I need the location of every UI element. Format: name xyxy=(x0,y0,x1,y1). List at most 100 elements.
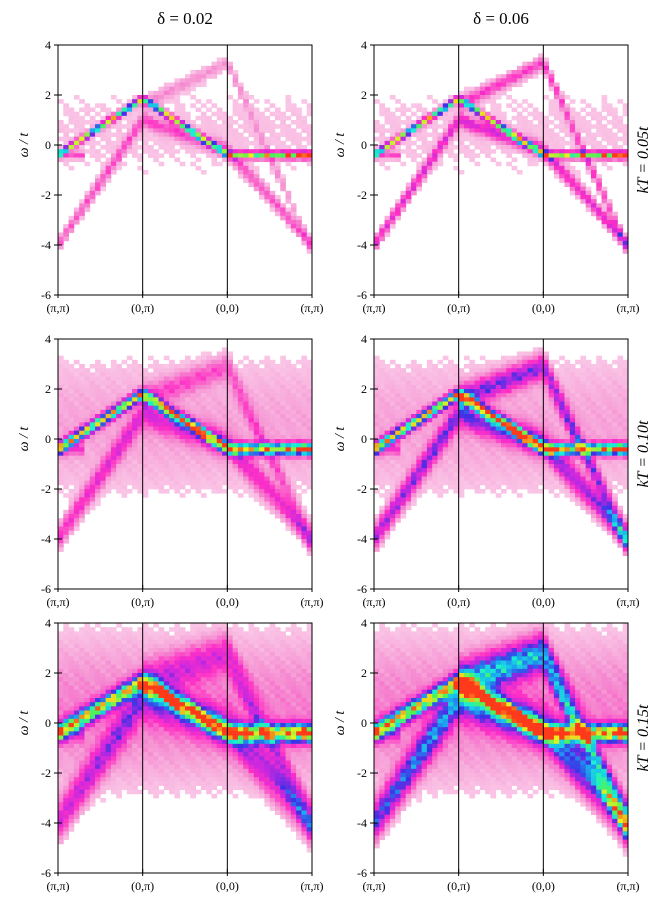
heatmap-cell xyxy=(147,397,154,402)
heatmap-cell xyxy=(490,414,497,419)
heatmap-cell xyxy=(463,364,470,369)
heatmap-cell xyxy=(601,376,608,382)
heatmap-cell xyxy=(548,86,555,92)
heatmap-cell xyxy=(169,90,175,96)
heatmap-cell xyxy=(442,107,449,113)
heatmap-cell xyxy=(68,426,75,432)
heatmap-cell xyxy=(405,393,412,398)
heatmap-cell xyxy=(285,409,292,415)
heatmap-cell xyxy=(179,397,186,402)
heatmap-cell xyxy=(575,480,581,486)
heatmap-cell xyxy=(95,153,101,158)
heatmap-cell xyxy=(116,368,122,373)
heatmap-cell xyxy=(379,526,385,532)
heatmap-cell xyxy=(516,132,523,138)
heatmap-cell xyxy=(453,384,460,390)
heatmap-cell xyxy=(269,170,276,175)
heatmap-cell xyxy=(437,443,444,448)
heatmap-cell xyxy=(580,434,587,440)
heatmap-cell xyxy=(285,405,292,411)
heatmap-cell xyxy=(105,422,112,427)
heatmap-cell xyxy=(543,476,550,482)
heatmap-cell xyxy=(400,161,407,167)
heatmap-cell xyxy=(527,393,534,398)
heatmap-cell xyxy=(469,120,475,125)
heatmap-cell xyxy=(137,393,144,398)
heatmap-cell xyxy=(442,380,449,386)
heatmap-cell xyxy=(100,372,107,377)
heatmap-cell xyxy=(490,426,497,432)
heatmap-cell xyxy=(384,220,391,225)
heatmap-cell xyxy=(548,132,555,138)
heatmap-cell xyxy=(511,364,518,369)
heatmap-cell xyxy=(601,224,608,229)
heatmap-cell xyxy=(296,124,302,129)
heatmap-cell xyxy=(379,132,385,138)
heatmap-cell xyxy=(421,380,428,386)
heatmap-cell xyxy=(421,111,428,117)
heatmap-cell xyxy=(389,455,396,461)
heatmap-cell xyxy=(495,426,502,432)
heatmap-cell xyxy=(432,393,438,398)
heatmap-cell xyxy=(253,397,260,402)
heatmap-cell xyxy=(269,509,276,515)
heatmap-cell xyxy=(569,132,576,138)
heatmap-cell xyxy=(232,451,239,457)
heatmap-cell xyxy=(158,393,165,398)
heatmap-cell xyxy=(280,405,286,411)
heatmap-cell xyxy=(100,405,107,411)
heatmap-cell xyxy=(216,418,223,423)
heatmap-cell xyxy=(79,157,85,163)
heatmap-cell xyxy=(227,443,234,448)
heatmap-cell xyxy=(227,418,234,423)
heatmap-cell xyxy=(100,439,107,444)
heatmap-cell xyxy=(206,430,212,436)
heatmap-cell xyxy=(374,393,380,398)
heatmap-cell xyxy=(163,140,170,146)
heatmap-cell xyxy=(63,236,69,242)
heatmap-cell xyxy=(253,136,260,142)
heatmap-cell xyxy=(612,384,618,390)
y-tick-label: -6 xyxy=(41,582,51,596)
heatmap-cell xyxy=(222,455,228,461)
heatmap-cell xyxy=(79,120,85,125)
heatmap-cell xyxy=(163,418,170,423)
heatmap-cell xyxy=(84,489,91,494)
heatmap-cell xyxy=(195,434,202,440)
heatmap-cell xyxy=(411,426,417,432)
heatmap-cell xyxy=(121,368,128,373)
heatmap-cell xyxy=(405,384,412,390)
heatmap-cell xyxy=(516,439,523,444)
heatmap-cell xyxy=(259,414,265,419)
heatmap-cell xyxy=(532,368,539,373)
heatmap-cell xyxy=(501,459,507,465)
heatmap-cell xyxy=(453,372,460,377)
heatmap-cell xyxy=(248,174,255,179)
heatmap-cell xyxy=(516,426,523,432)
heatmap-cell xyxy=(411,103,417,108)
heatmap-cell xyxy=(522,376,528,382)
heatmap-cell xyxy=(601,422,608,427)
heatmap-cell xyxy=(259,501,265,507)
heatmap-cell xyxy=(301,505,308,511)
heatmap-cell xyxy=(575,464,581,469)
heatmap-cell xyxy=(400,493,407,498)
heatmap-cell xyxy=(79,393,85,398)
heatmap-cell xyxy=(195,397,202,402)
heatmap-cell xyxy=(379,145,385,150)
heatmap-cell xyxy=(432,132,438,138)
heatmap-cell xyxy=(448,393,454,398)
heatmap-cell xyxy=(290,439,297,444)
heatmap-cell xyxy=(179,376,186,382)
heatmap-cell xyxy=(285,501,292,507)
heatmap-cell xyxy=(622,245,629,250)
heatmap-cell xyxy=(580,455,587,461)
heatmap-cell xyxy=(384,149,391,154)
column-title: δ = 0.02 xyxy=(157,9,213,28)
heatmap-cell xyxy=(538,380,544,386)
heatmap-cell xyxy=(426,443,433,448)
heatmap-cell xyxy=(259,145,265,150)
heatmap-cell xyxy=(379,447,385,452)
heatmap-cell xyxy=(538,145,544,150)
heatmap-cell xyxy=(73,414,80,419)
